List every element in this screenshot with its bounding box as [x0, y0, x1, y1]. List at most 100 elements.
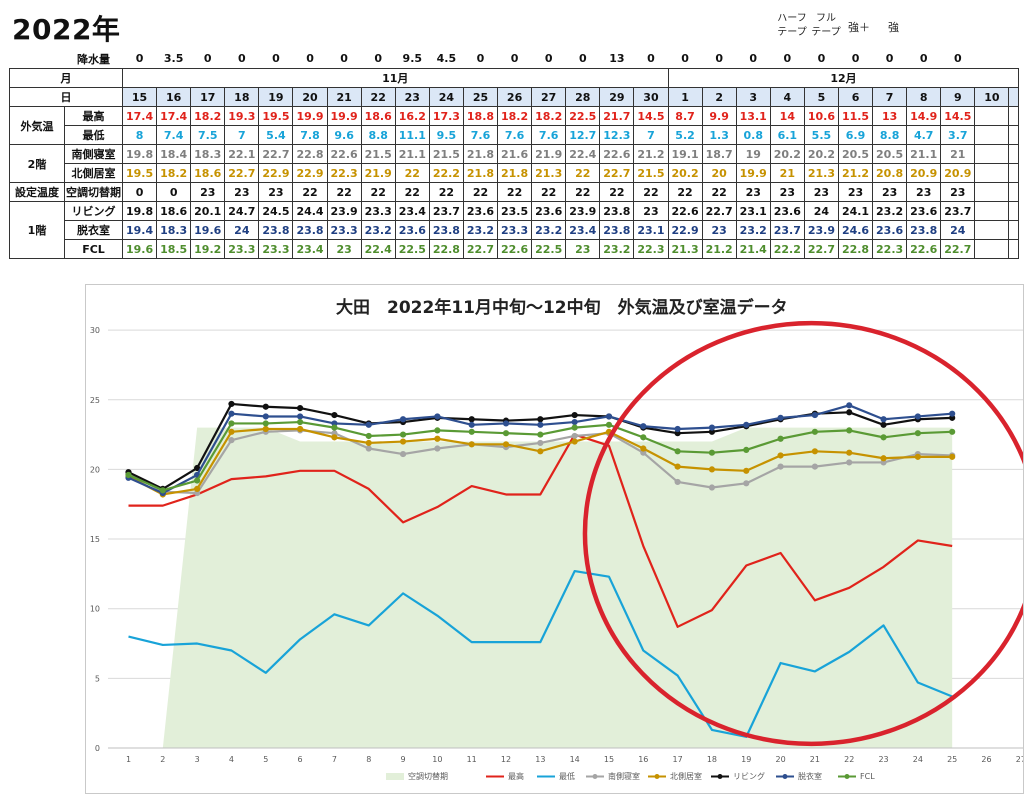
setting-temp-row: 設定温度 空調切替期 0 0 23 23 23 22 22 22 22 22 22 22 22 22 22 22 2…	[9, 182, 1020, 202]
x-tick-label: 25	[947, 755, 957, 764]
south-bedroom-cell: 18.4	[156, 144, 192, 164]
series-point-5	[880, 416, 887, 423]
setting-temp-cell: 22	[633, 182, 669, 202]
rain-cell: 0	[953, 52, 962, 65]
north-room-cell: 20.8	[872, 163, 908, 183]
day-cell: 6	[837, 87, 874, 107]
table-cell	[1008, 106, 1020, 126]
legend-label: FCL	[860, 772, 875, 781]
series-point-5	[949, 410, 956, 417]
series-point-5	[571, 418, 578, 426]
max-temp-cell: 22.5	[565, 106, 601, 126]
x-tick-label: 13	[535, 755, 545, 764]
living-cell: 23.9	[326, 201, 362, 221]
fcl-cell: 22.5	[531, 239, 567, 259]
month-dec: 12月	[667, 68, 1020, 88]
series-point-3	[468, 441, 475, 448]
y-tick-label: 15	[90, 535, 100, 544]
rain-cell: 0	[306, 52, 314, 65]
day-cell: 4	[769, 87, 805, 107]
dressing-room-cell: 23.1	[633, 220, 669, 240]
series-point-3	[571, 438, 578, 445]
series-point-5	[537, 421, 544, 428]
min-temp-cell: 3.7	[940, 125, 976, 145]
living-cell: 22.6	[667, 201, 703, 221]
month-nov: 11月	[122, 68, 669, 88]
max-temp-cell: 13	[872, 106, 908, 126]
table-cell	[1008, 220, 1020, 240]
rain-cell: 0	[578, 52, 587, 65]
y-tick-label: 25	[90, 396, 100, 405]
south-bedroom-cell: 21.8	[462, 144, 499, 164]
series-point-3	[365, 439, 372, 447]
fcl-cell: 23.3	[224, 239, 260, 259]
series-point-6	[571, 424, 578, 431]
x-tick-label: 17	[673, 755, 683, 764]
table-cell	[1009, 49, 1019, 69]
series-point-2	[399, 450, 407, 458]
dressing-room-cell: 23.2	[735, 220, 771, 240]
fcl-label: FCL	[64, 239, 123, 259]
series-point-3	[708, 466, 716, 473]
dressing-room-cell: 23.8	[906, 220, 942, 240]
series-point-6	[297, 418, 304, 426]
setting-temp-cell: 23	[258, 182, 294, 202]
south-bedroom-cell: 21.1	[394, 144, 430, 164]
south-bedroom-cell: 22.6	[326, 144, 362, 164]
series-point-3	[811, 448, 819, 455]
fcl-cell: 23	[565, 239, 601, 259]
max-temp-cell: 9.9	[701, 106, 737, 126]
min-temp-cell: 5.2	[667, 125, 703, 145]
living-cell: 24.1	[837, 201, 874, 221]
day-cell: 21	[326, 87, 362, 107]
living-cell: 23.6	[531, 201, 567, 221]
south-bedroom-cell: 20.2	[803, 144, 839, 164]
min-temp-row: 最低 8 7.4 7.5 7 5.4 7.8 9.6 8.8 11.1 9.5 7.6 7.6 7.6 12…	[10, 125, 1020, 145]
fcl-cell: 21.2	[701, 239, 737, 259]
min-temp-cell: 7.4	[156, 125, 192, 145]
full-tape-legend-line1: フル	[816, 13, 836, 24]
day-cell: 20	[292, 87, 328, 107]
series-point-6	[502, 430, 510, 437]
series-point-5	[777, 414, 784, 421]
series-point-3	[331, 434, 338, 441]
max-temp-cell: 18.2	[531, 106, 567, 126]
x-tick-label: 4	[229, 755, 234, 764]
min-temp-cell: 0.8	[735, 125, 771, 145]
series-point-4	[468, 416, 475, 423]
series-point-5	[502, 420, 510, 427]
month-label: 月	[9, 68, 123, 88]
min-temp-cell: 7.5	[190, 125, 226, 145]
series-point-4	[846, 409, 853, 416]
series-point-3	[777, 452, 784, 459]
north-room-cell: 22.7	[599, 163, 635, 183]
dressing-room-cell: 24	[940, 220, 976, 240]
series-point-2	[777, 463, 784, 470]
x-tick-label: 19	[741, 755, 751, 764]
living-cell: 23.3	[360, 201, 396, 221]
fcl-cell: 22.5	[394, 239, 430, 259]
day-cell: 9	[940, 87, 976, 107]
series-point-3	[399, 438, 407, 445]
living-cell: 23.7	[940, 201, 976, 221]
series-point-3	[434, 435, 441, 442]
series-point-6	[640, 434, 647, 441]
fcl-cell: 18.5	[156, 239, 192, 259]
rain-cell: 0	[851, 52, 860, 65]
x-tick-label: 10	[432, 755, 442, 764]
dressing-room-row: 脱衣室 19.4 18.3 19.6 24 23.8 23.8 23.3 23.2 23.6 23.…	[10, 220, 1020, 240]
setting-temp-cell: 22	[462, 182, 499, 202]
table-cell	[974, 239, 1010, 259]
day-cell: 16	[156, 87, 192, 107]
setting-temp-cell: 22	[360, 182, 396, 202]
min-temp-cell: 11.1	[394, 125, 430, 145]
north-room-cell: 18.2	[156, 163, 192, 183]
setting-temp-cell: 22	[292, 182, 328, 202]
table-cell	[974, 125, 1010, 145]
min-temp-cell: 7.6	[462, 125, 499, 145]
fcl-cell: 22.3	[872, 239, 908, 259]
max-temp-cell: 14	[769, 106, 805, 126]
min-temp-cell: 5.4	[258, 125, 294, 145]
min-temp-cell: 8.8	[872, 125, 908, 145]
north-room-cell: 22.7	[224, 163, 260, 183]
